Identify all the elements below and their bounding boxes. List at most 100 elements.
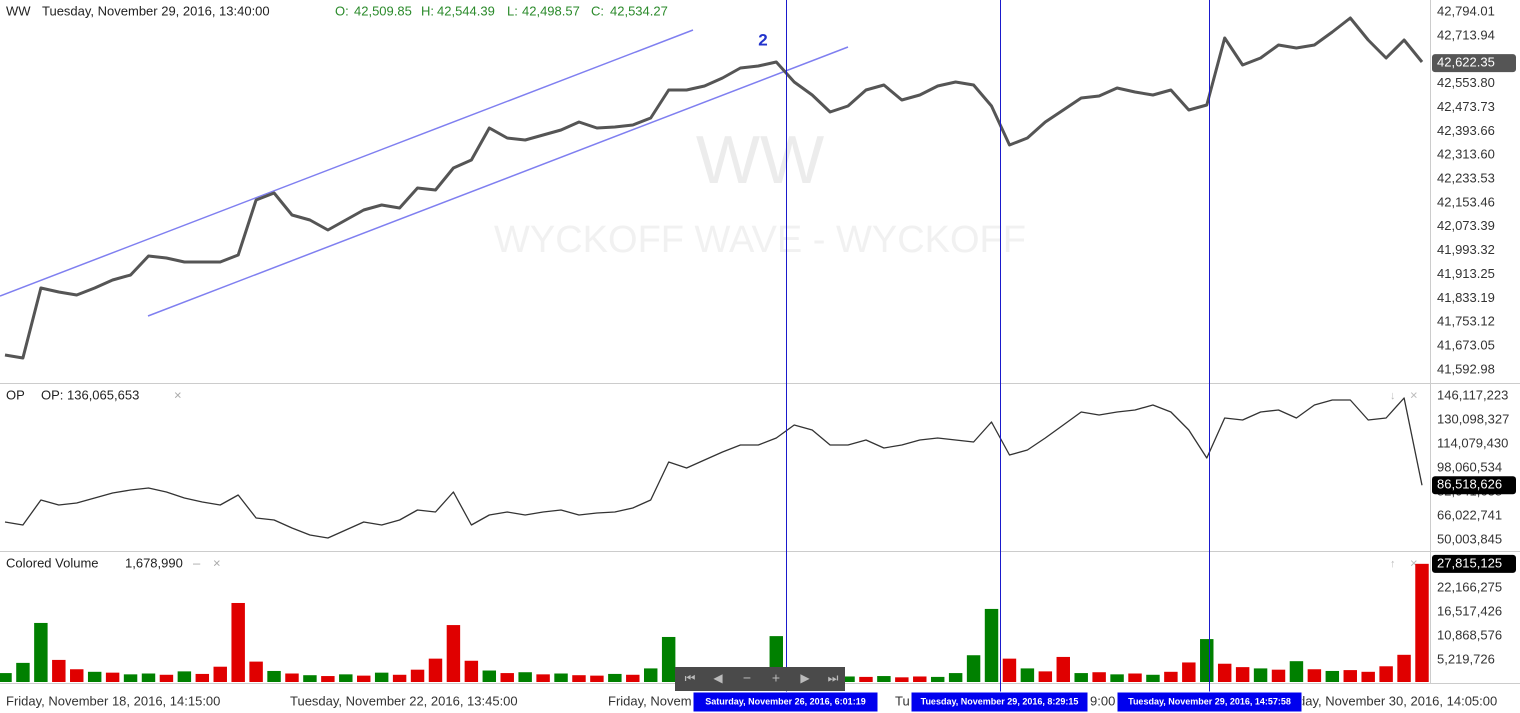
volume-bar bbox=[1020, 668, 1035, 682]
volume-bar bbox=[482, 670, 497, 682]
volume-bar bbox=[1271, 669, 1286, 682]
volume-bar bbox=[123, 674, 138, 682]
volume-bar bbox=[1361, 671, 1375, 682]
pane-legend: 1,678,990 bbox=[125, 555, 183, 570]
pane-legend: OP: 136,065,653 bbox=[41, 387, 139, 402]
y-tick-label: 146,117,223 bbox=[1437, 387, 1508, 402]
volume-bar bbox=[626, 674, 640, 682]
close-button[interactable]: × bbox=[213, 555, 221, 570]
volume-bar bbox=[536, 674, 550, 682]
pane-title: Colored Volume bbox=[6, 555, 99, 570]
volume-bar bbox=[231, 602, 245, 682]
volume-bar bbox=[1397, 654, 1411, 682]
nav-prev[interactable]: ◀ bbox=[713, 671, 723, 685]
symbol: WW bbox=[6, 3, 31, 18]
watermark: WW bbox=[696, 122, 824, 198]
x-tick-label: Tu bbox=[895, 693, 910, 708]
y-tick-label: 42,153.46 bbox=[1437, 194, 1495, 209]
ohlc-value: 42,544.39 bbox=[437, 3, 495, 18]
x-tick-label: Friday, November 18, 2016, 14:15:00 bbox=[6, 693, 220, 708]
wave-label: 2 bbox=[758, 30, 767, 49]
zoom-in[interactable]: + bbox=[772, 670, 780, 686]
datetime: Tuesday, November 29, 2016, 13:40:00 bbox=[42, 3, 270, 18]
volume-bar bbox=[339, 674, 353, 682]
volume-bar bbox=[1074, 673, 1088, 682]
ohlc-label: H: bbox=[421, 3, 434, 18]
ohlc-label: C: bbox=[591, 3, 604, 18]
close-button[interactable]: × bbox=[1410, 555, 1418, 570]
volume-bar bbox=[357, 675, 371, 682]
move-button[interactable]: ↓ bbox=[1390, 390, 1396, 402]
volume-bar bbox=[518, 672, 532, 682]
volume-bar bbox=[1307, 669, 1322, 682]
volume-bar bbox=[285, 673, 299, 682]
y-tick-label: 42,794.01 bbox=[1437, 3, 1495, 18]
volume-bar bbox=[177, 671, 192, 682]
y-tick-label: 42,313.60 bbox=[1437, 147, 1495, 162]
x-tick-label: Friday, Novem bbox=[608, 693, 692, 708]
close-button[interactable]: × bbox=[174, 387, 182, 402]
y-tick-label: 66,022,741 bbox=[1437, 507, 1502, 522]
move-button[interactable]: ↑ bbox=[1390, 558, 1396, 570]
y-tick-label: 41,913.25 bbox=[1437, 266, 1495, 281]
close-button[interactable]: × bbox=[1410, 387, 1418, 402]
volume-bar bbox=[1325, 670, 1340, 682]
nav-last[interactable]: ⏭ bbox=[828, 671, 839, 685]
zoom-out[interactable]: − bbox=[743, 670, 751, 686]
volume-bar bbox=[1182, 662, 1196, 682]
last-value-label: 27,815,125 bbox=[1437, 555, 1502, 570]
y-tick-label: 42,393.66 bbox=[1437, 123, 1495, 138]
volume-bar bbox=[34, 622, 48, 682]
volume-bar bbox=[913, 676, 927, 682]
y-tick-label: 41,993.32 bbox=[1437, 242, 1495, 257]
volume-bar bbox=[1092, 672, 1106, 682]
trend-line bbox=[147, 46, 849, 317]
volume-bar bbox=[213, 666, 227, 682]
volume-bar bbox=[572, 675, 586, 682]
y-tick-label: 42,073.39 bbox=[1437, 218, 1495, 233]
last-value-label: 86,518,626 bbox=[1437, 477, 1502, 492]
volume-bar bbox=[428, 658, 443, 682]
y-tick-label: 41,753.12 bbox=[1437, 314, 1495, 329]
y-tick-label: 98,060,534 bbox=[1437, 459, 1502, 474]
y-tick-label: 42,713.94 bbox=[1437, 27, 1495, 42]
volume-bar bbox=[930, 676, 945, 682]
y-tick-label: 10,868,576 bbox=[1437, 627, 1502, 642]
nav-next[interactable]: ▶ bbox=[800, 671, 810, 685]
volume-bar bbox=[410, 669, 425, 682]
cursor-label: Saturday, November 26, 2016, 6:01:19 bbox=[705, 696, 865, 706]
volume-bar bbox=[1415, 563, 1429, 682]
volume-bar bbox=[392, 674, 407, 682]
y-tick-label: 130,098,327 bbox=[1437, 411, 1509, 426]
volume-bar bbox=[159, 674, 174, 682]
ohlc-value: 42,509.85 bbox=[354, 3, 412, 18]
volume-bar bbox=[984, 608, 999, 682]
y-tick-label: 42,553.80 bbox=[1437, 75, 1495, 90]
volume-bar bbox=[643, 668, 658, 682]
last-value-box bbox=[1432, 476, 1516, 495]
volume-bar bbox=[1217, 663, 1232, 682]
volume-bar bbox=[249, 661, 263, 682]
pane-title: OP bbox=[6, 387, 25, 402]
volume-bar bbox=[877, 676, 891, 682]
volume-bar bbox=[1038, 671, 1053, 682]
volume-bar bbox=[464, 660, 479, 682]
nav-first[interactable]: ⏮ bbox=[685, 671, 696, 685]
ohlc-value: 42,498.57 bbox=[522, 3, 580, 18]
trend-line bbox=[0, 29, 694, 297]
volume-bar bbox=[1200, 639, 1214, 682]
ohlc-value: 42,534.27 bbox=[610, 3, 668, 18]
cursor-label-box bbox=[1116, 691, 1303, 713]
overlay: ⏮ ◀ − + ▶ ⏭ Friday, November 18, 2016, 1… bbox=[6, 667, 1497, 713]
volume-bar bbox=[1164, 671, 1178, 682]
cursor-label: Tuesday, November 29, 2016, 8:29:15 bbox=[921, 696, 1079, 706]
minimize-button[interactable]: – bbox=[193, 555, 201, 570]
volume-bar bbox=[87, 671, 102, 682]
volume-bar bbox=[948, 673, 963, 682]
volume-bar bbox=[195, 673, 210, 682]
y-tick-label: 41,673.05 bbox=[1437, 338, 1495, 353]
cursor-label: Tuesday, November 29, 2016, 14:57:58 bbox=[1128, 696, 1291, 706]
y-tick-label: 114,079,430 bbox=[1437, 435, 1508, 450]
